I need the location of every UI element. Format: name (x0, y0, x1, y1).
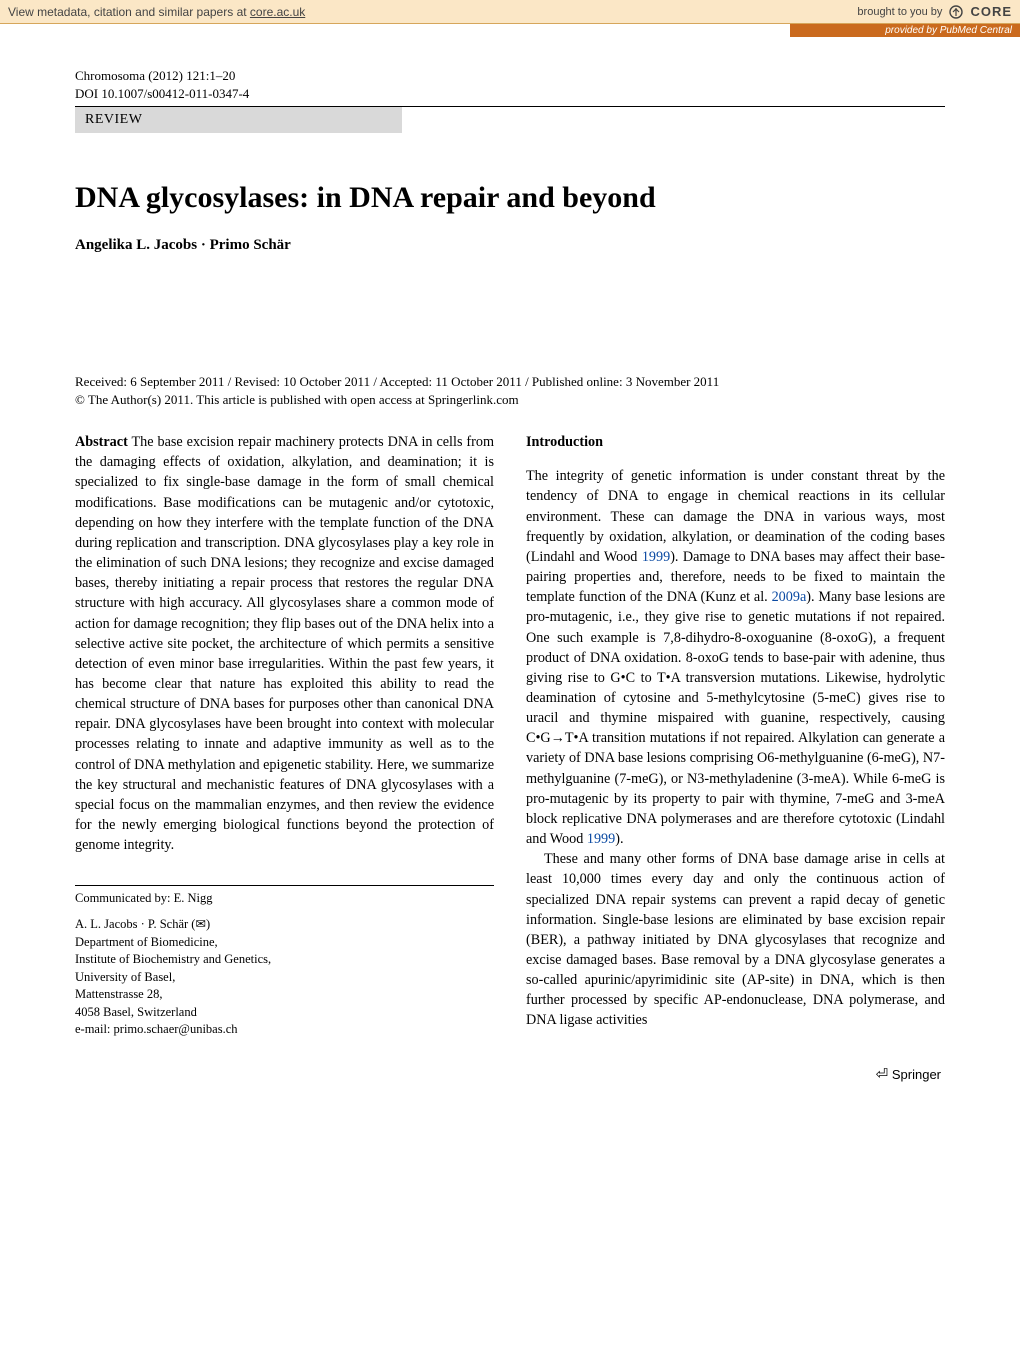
core-banner-left: View metadata, citation and similar pape… (8, 5, 305, 19)
affil-email: e-mail: primo.schaer@unibas.ch (75, 1021, 494, 1039)
article-title: DNA glycosylases: in DNA repair and beyo… (75, 181, 945, 215)
affil-line: Mattenstrasse 28, (75, 986, 494, 1004)
core-banner-prefix: View metadata, citation and similar pape… (8, 5, 250, 19)
citation-link[interactable]: 1999 (642, 549, 670, 565)
abstract-text: The base excision repair machinery prote… (75, 434, 494, 853)
article-history: Received: 6 September 2011 / Revised: 10… (75, 374, 945, 390)
core-banner-right: brought to you by CORE (857, 4, 1012, 20)
intro-paragraph-2: These and many other forms of DNA base d… (526, 849, 945, 1030)
section-heading-introduction: Introduction (526, 432, 945, 452)
affil-line: Institute of Biochemistry and Genetics, (75, 951, 494, 969)
affiliation-block: A. L. Jacobs · P. Schär (✉) Department o… (75, 916, 494, 1039)
publisher-name: Springer (892, 1067, 941, 1082)
communicated-by: Communicated by: E. Nigg (75, 885, 494, 908)
corresponding-authors: A. L. Jacobs · P. Schär (✉) (75, 916, 494, 934)
author-list: Angelika L. Jacobs · Primo Schär (75, 237, 945, 254)
core-link[interactable]: core.ac.uk (250, 5, 305, 19)
core-banner: View metadata, citation and similar pape… (0, 0, 1020, 24)
citation-link[interactable]: 1999 (587, 831, 615, 847)
left-column: Abstract The base excision repair machin… (75, 432, 494, 1039)
publisher-footer: ⏎ Springer (75, 1065, 945, 1083)
article-type-badge: REVIEW (75, 107, 402, 133)
intro-p1-text-c: ). Many base lesions are pro-mutagenic, … (526, 589, 945, 847)
right-column: Introduction The integrity of genetic in… (526, 432, 945, 1039)
journal-citation: Chromosoma (2012) 121:1–20 (75, 67, 945, 85)
core-brought-text: brought to you by (857, 6, 942, 18)
affil-line: 4058 Basel, Switzerland (75, 1004, 494, 1022)
abstract-label: Abstract (75, 434, 128, 450)
doi-line: DOI 10.1007/s00412-011-0347-4 (75, 85, 945, 103)
core-logo-text[interactable]: CORE (970, 4, 1012, 19)
citation-link[interactable]: 2009a (772, 589, 807, 605)
two-column-body: Abstract The base excision repair machin… (75, 432, 945, 1039)
license-line: © The Author(s) 2011. This article is pu… (75, 392, 945, 408)
affil-line: Department of Biomedicine, (75, 934, 494, 952)
core-logo-icon (948, 4, 964, 20)
abstract-paragraph: Abstract The base excision repair machin… (75, 432, 494, 855)
springer-icon: ⏎ (876, 1066, 889, 1083)
intro-p1-text-d: ). (615, 831, 623, 847)
intro-paragraph-1: The integrity of genetic information is … (526, 466, 945, 849)
page-body: Chromosoma (2012) 121:1–20 DOI 10.1007/s… (0, 37, 1020, 1123)
provided-by-bar: provided by PubMed Central (790, 24, 1020, 37)
journal-meta: Chromosoma (2012) 121:1–20 DOI 10.1007/s… (75, 67, 945, 102)
affil-line: University of Basel, (75, 969, 494, 987)
